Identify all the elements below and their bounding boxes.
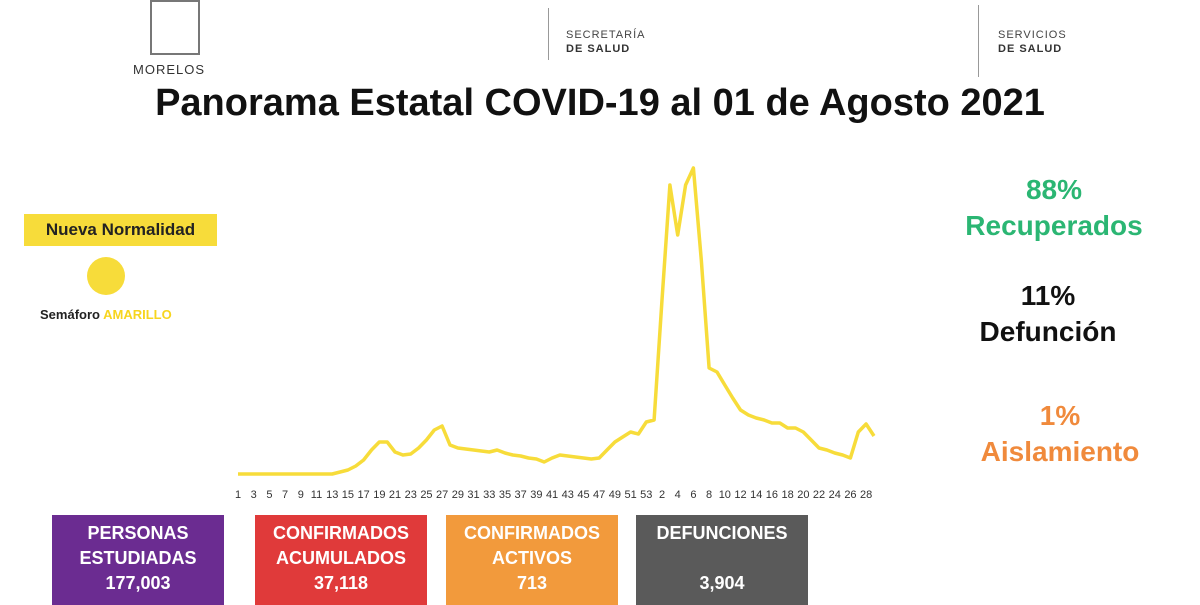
card-label: CONFIRMADOS ACTIVOS: [464, 523, 600, 568]
status-light: [87, 257, 125, 295]
x-tick-label: 25: [420, 489, 432, 501]
stat-label: Aislamiento: [980, 436, 1140, 467]
x-tick-label: 20: [797, 489, 809, 501]
x-tick-label: 13: [326, 489, 338, 501]
card-label: CONFIRMADOS ACUMULADOS: [273, 523, 409, 568]
servicios: SERVICIOS DE SALUD: [998, 28, 1067, 56]
x-tick-label: 47: [593, 489, 605, 501]
x-tick-label: 28: [860, 489, 872, 501]
x-tick-label: 33: [483, 489, 495, 501]
x-tick-label: 17: [358, 489, 370, 501]
status-label: Semáforo AMARILLO: [40, 307, 172, 322]
stat: 88% Recuperados: [924, 172, 1184, 244]
x-tick-label: 21: [389, 489, 401, 501]
x-tick-label: 39: [530, 489, 542, 501]
card: CONFIRMADOS ACUMULADOS 37,118: [255, 515, 427, 605]
x-tick-label: 53: [640, 489, 652, 501]
x-tick-label: 10: [719, 489, 731, 501]
stat-value: 11%: [1020, 280, 1076, 311]
semaforo: Semáforo: [40, 307, 100, 322]
x-tick-label: 14: [750, 489, 762, 501]
x-tick-label: 31: [467, 489, 479, 501]
divider: [548, 8, 549, 60]
x-tick-label: 16: [766, 489, 778, 501]
x-tick-label: 2: [659, 489, 665, 501]
x-tick-label: 41: [546, 489, 558, 501]
x-tick-label: 26: [844, 489, 856, 501]
line: [238, 166, 876, 476]
x-tick-label: 19: [373, 489, 385, 501]
x-tick-label: 35: [499, 489, 511, 501]
card-label: PERSONAS ESTUDIADAS: [79, 523, 197, 568]
x-tick-label: 27: [436, 489, 448, 501]
x-tick-label: 7: [282, 489, 288, 501]
card: PERSONAS ESTUDIADAS 177,003: [52, 515, 224, 605]
title: Panorama Estatal COVID-19 al 01 de Agost…: [155, 82, 1045, 124]
x-tick-label: 6: [690, 489, 696, 501]
x-tick-label: 51: [624, 489, 636, 501]
x-tick-label: 12: [734, 489, 746, 501]
line: SECRETARÍA: [566, 29, 646, 41]
x-tick-label: 5: [266, 489, 272, 501]
x-tick-label: 8: [706, 489, 712, 501]
x-tick-label: 37: [515, 489, 527, 501]
stat-value: 1%: [1039, 400, 1081, 431]
card-value: 177,003: [105, 573, 171, 593]
card-value: 37,118: [313, 573, 369, 593]
x-tick-label: 18: [782, 489, 794, 501]
secretaria: SECRETARÍA DE SALUD: [566, 28, 645, 56]
x-tick-label: 23: [405, 489, 417, 501]
stat-label: Defunción: [979, 316, 1117, 347]
card-value: 3,904: [699, 573, 745, 593]
card: CONFIRMADOS ACTIVOS 713: [446, 515, 618, 605]
x-tick-label: 22: [813, 489, 825, 501]
x-tick-label: 45: [577, 489, 589, 501]
card-value: 713: [516, 573, 548, 593]
logo-text: MORELOS: [133, 62, 206, 77]
stat-value: 88%: [1025, 174, 1083, 205]
stat: 1% Aislamiento: [930, 398, 1190, 470]
card: DEFUNCIONES 3,904: [636, 515, 808, 605]
divider: [978, 5, 979, 77]
line: SERVICIOS: [998, 29, 1067, 41]
x-tick-label: 3: [251, 489, 257, 501]
x-tick-label: 4: [675, 489, 681, 501]
stat-label: Recuperados: [965, 210, 1143, 241]
level: AMARILLO: [103, 307, 172, 322]
stat: 11% Defunción: [918, 278, 1178, 350]
x-tick-label: 15: [342, 489, 354, 501]
x-tick-label: 29: [452, 489, 464, 501]
x-tick-label: 43: [562, 489, 574, 501]
logo: [150, 0, 200, 55]
status-box: Nueva Normalidad: [24, 214, 217, 246]
x-tick-label: 24: [829, 489, 841, 501]
x-tick-label: 49: [609, 489, 621, 501]
x-tick-label: 11: [311, 489, 322, 501]
x-tick-label: 9: [298, 489, 304, 501]
line: DE SALUD: [998, 43, 1063, 55]
x-tick-label: 1: [235, 489, 241, 501]
card-label: DEFUNCIONES: [656, 523, 788, 543]
line: DE SALUD: [566, 43, 631, 55]
